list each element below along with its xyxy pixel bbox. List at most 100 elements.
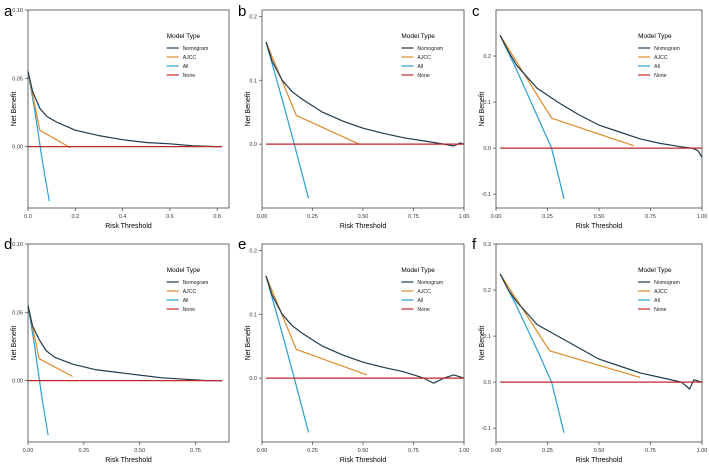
legend-label: None xyxy=(417,307,430,313)
x-tick-label: 0.00 xyxy=(23,448,34,454)
x-tick-label: 1.00 xyxy=(459,214,470,220)
legend-label: Nomogram xyxy=(654,280,680,286)
x-tick-label: 1.00 xyxy=(459,448,470,454)
x-tick-label: 0.25 xyxy=(307,214,318,220)
y-tick-label: 0.2 xyxy=(249,248,257,254)
legend-label: AJCC xyxy=(183,289,197,295)
legend-title: Model Type xyxy=(167,33,201,40)
y-tick-label: 0.1 xyxy=(483,334,491,340)
legend-label: AJCC xyxy=(417,55,431,61)
x-axis-title: Risk Threshold xyxy=(105,457,152,464)
legend-title: Model Type xyxy=(401,267,435,274)
x-tick-label: 0.50 xyxy=(134,448,145,454)
legend-label: All xyxy=(654,64,660,70)
panel-label: b xyxy=(238,3,246,20)
legend-label: Nomogram xyxy=(417,46,443,52)
panel-c: c -0.1 0.0 0.1 0.2 0.00 0.25 0.50 0.75 1.00 Risk T… xyxy=(472,3,707,230)
y-tick-label: -0.1 xyxy=(482,192,491,198)
y-tick-label: 0.2 xyxy=(249,14,257,20)
legend-label: None xyxy=(417,73,430,79)
y-tick-label: 0.00 xyxy=(12,145,23,151)
legend: Model Type Nomogram AJCC All None xyxy=(166,33,209,79)
y-tick-label: 0.0 xyxy=(249,142,257,148)
y-tick-label: 0.1 xyxy=(249,78,257,84)
legend-label: None xyxy=(183,307,196,313)
y-axis-title: Net Benefit xyxy=(11,92,18,127)
series-line-nomogram xyxy=(28,305,223,382)
legend-label: All xyxy=(417,298,423,304)
x-tick-label: 0.50 xyxy=(594,448,605,454)
series-line-ajcc xyxy=(499,34,635,147)
y-tick-label: 0.10 xyxy=(12,242,23,248)
y-tick-label: 0.0 xyxy=(483,380,491,386)
series-line-ajcc xyxy=(28,305,73,378)
legend-title: Model Type xyxy=(401,33,435,40)
legend-label: All xyxy=(654,298,660,304)
x-tick-label: 0.75 xyxy=(645,448,656,454)
series-group xyxy=(265,41,464,199)
x-tick-label: 0.4 xyxy=(119,214,127,220)
x-tick-label: 0.75 xyxy=(645,214,656,220)
y-axis-title: Net Benefit xyxy=(245,92,252,127)
legend-title: Model Type xyxy=(167,267,201,274)
y-tick-label: -0.1 xyxy=(482,426,491,432)
series-line-all xyxy=(265,41,310,199)
x-axis-title: Risk Threshold xyxy=(105,223,152,230)
x-tick-label: 0.50 xyxy=(594,214,605,220)
y-tick-label: 0.2 xyxy=(483,54,491,60)
series-line-ajcc xyxy=(499,273,641,379)
panel-label: a xyxy=(4,3,13,20)
series-line-ajcc xyxy=(265,41,360,145)
legend-label: AJCC xyxy=(183,55,197,61)
y-axis-title: Net Benefit xyxy=(245,326,252,361)
series-line-all xyxy=(28,71,50,202)
panel-label: f xyxy=(472,236,477,253)
y-tick-label: 0.05 xyxy=(12,76,23,82)
x-axis-title: Risk Threshold xyxy=(340,457,387,464)
legend: Model Type Nomogram AJCC All None xyxy=(401,33,443,79)
series-group xyxy=(499,34,702,199)
series-line-nomogram xyxy=(499,273,702,390)
plot-frame xyxy=(27,243,230,443)
x-tick-label: 0.25 xyxy=(78,448,89,454)
legend: Model Type Nomogram AJCC All None xyxy=(638,267,680,313)
y-tick-label: 0.1 xyxy=(249,312,257,318)
series-line-nomogram xyxy=(265,275,464,384)
y-tick-label: 0.0 xyxy=(249,376,257,382)
legend-label: All xyxy=(183,298,189,304)
y-tick-label: 0.00 xyxy=(12,379,23,385)
x-tick-label: 0.8 xyxy=(213,214,221,220)
panel-label: c xyxy=(472,3,480,20)
series-line-all xyxy=(28,305,49,436)
legend-label: All xyxy=(183,64,189,70)
legend-label: Nomogram xyxy=(654,46,680,52)
y-tick-label: 0.0 xyxy=(483,146,491,152)
x-tick-label: 0.2 xyxy=(71,214,79,220)
legend-label: None xyxy=(654,73,667,79)
legend-label: AJCC xyxy=(417,289,431,295)
series-line-all xyxy=(499,273,565,433)
x-tick-label: 1.00 xyxy=(697,214,708,220)
legend-label: None xyxy=(183,73,196,79)
y-tick-label: 0.3 xyxy=(483,242,491,248)
x-tick-label: 0.25 xyxy=(542,214,553,220)
series-line-nomogram xyxy=(499,35,702,158)
legend: Model Type Nomogram AJCC All None xyxy=(401,267,443,313)
x-tick-label: 0.75 xyxy=(408,214,419,220)
legend-label: Nomogram xyxy=(183,280,209,286)
panel-a: a 0.00 0.05 0.10 0.0 0.2 0.4 0.6 0.8 Risk Thresho… xyxy=(4,3,230,230)
legend-label: All xyxy=(417,64,423,70)
x-tick-label: 0.75 xyxy=(408,448,419,454)
legend: Model Type Nomogram AJCC All None xyxy=(166,267,209,313)
x-tick-label: 0.00 xyxy=(491,448,502,454)
x-tick-label: 0.6 xyxy=(166,214,174,220)
y-tick-label: 0.2 xyxy=(483,288,491,294)
x-axis-title: Risk Threshold xyxy=(576,457,623,464)
panel-b: b 0.0 0.1 0.2 0.00 0.25 0.50 0.75 1.00 Risk Thres… xyxy=(238,3,469,230)
series-line-nomogram xyxy=(265,41,464,147)
x-tick-label: 0.25 xyxy=(542,448,553,454)
legend-label: Nomogram xyxy=(183,46,209,52)
legend-title: Model Type xyxy=(638,267,672,274)
panel-label: e xyxy=(238,236,246,253)
